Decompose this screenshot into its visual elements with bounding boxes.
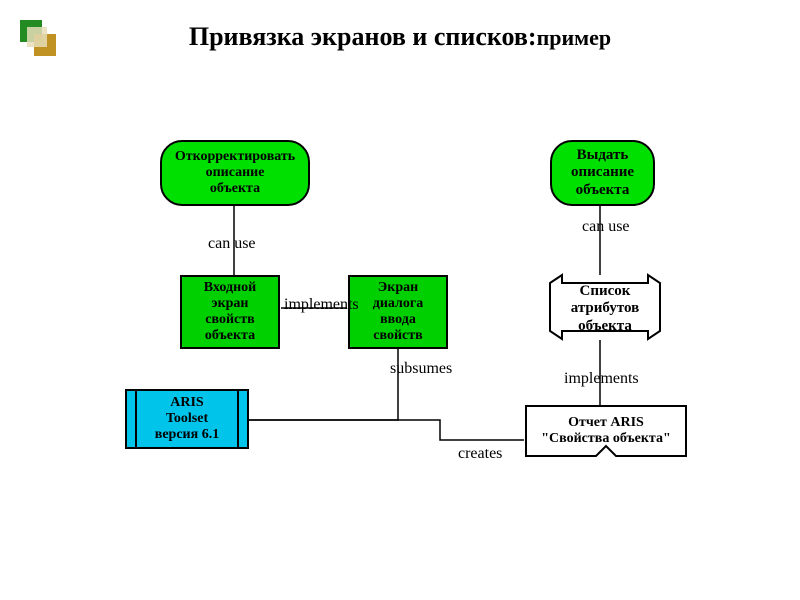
edge-label-can_use_1: can use xyxy=(208,235,256,253)
edge-label-implements_1: implements xyxy=(284,296,359,314)
node-label: ARISToolsetверсия 6.1 xyxy=(155,395,219,443)
node-label: Входнойэкрансвойствобъекта xyxy=(204,280,256,344)
node-edit_desc: Откорректироватьописаниеобъекта xyxy=(160,140,310,206)
node-label: Откорректироватьописаниеобъекта xyxy=(175,149,295,197)
node-attr_list: Списокатрибутовобъекта xyxy=(550,275,660,339)
node-label: Списокатрибутовобъекта xyxy=(571,283,639,335)
node-input_screen: Входнойэкрансвойствобъекта xyxy=(180,275,280,349)
edge-label-can_use_2: can use xyxy=(582,218,630,236)
title-main: Привязка экранов и списков: xyxy=(189,22,537,51)
node-label: Отчет ARIS"Свойства объекта" xyxy=(541,415,670,447)
title-sub: пример xyxy=(537,25,612,50)
node-label: Выдатьописаниеобъекта xyxy=(571,147,634,199)
page-title: Привязка экранов и списков:пример xyxy=(0,22,800,52)
edge-label-creates: creates xyxy=(458,445,502,463)
node-dialog_screen: Экрандиалогавводасвойств xyxy=(348,275,448,349)
edge-label-subsumes: subsumes xyxy=(390,360,452,378)
node-aris_report: Отчет ARIS"Свойства объекта" xyxy=(526,406,686,456)
node-issue_desc: Выдатьописаниеобъекта xyxy=(550,140,655,206)
node-aris_toolset: ARISToolsetверсия 6.1 xyxy=(126,390,248,448)
edge-label-implements_2: implements xyxy=(564,370,639,388)
node-label: Экрандиалогавводасвойств xyxy=(373,280,423,344)
